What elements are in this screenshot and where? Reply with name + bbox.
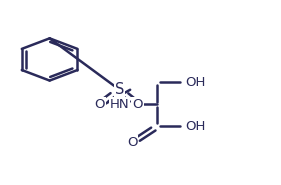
Text: OH: OH [185, 120, 205, 133]
Text: O: O [95, 98, 105, 111]
Text: O: O [127, 137, 137, 149]
Text: O: O [132, 98, 143, 111]
Text: OH: OH [185, 76, 205, 89]
Text: HN: HN [110, 98, 129, 111]
Text: S: S [115, 82, 124, 97]
